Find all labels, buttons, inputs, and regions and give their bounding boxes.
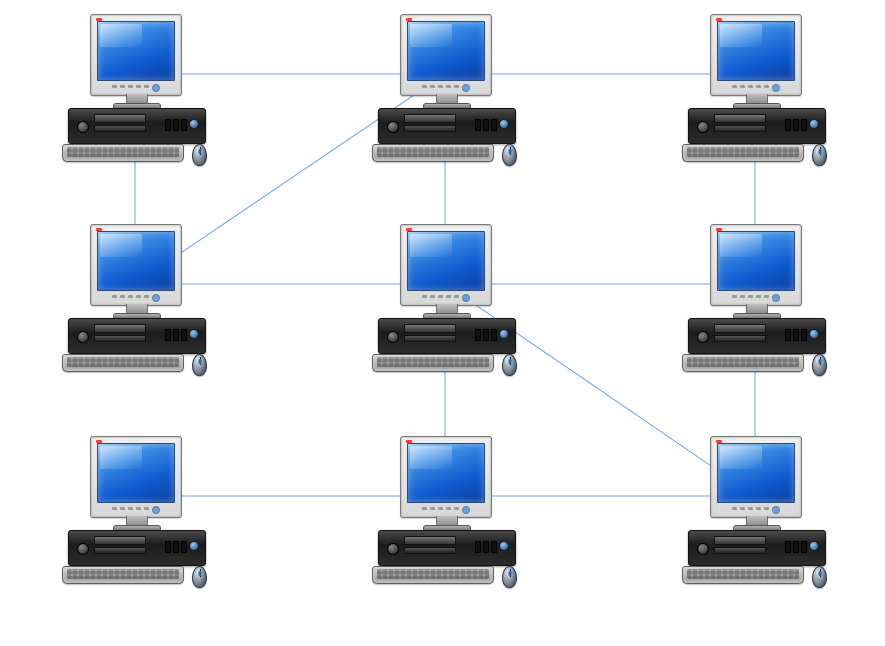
- mouse-icon: [812, 566, 827, 588]
- monitor-icon: [710, 14, 802, 96]
- screen-icon: [717, 231, 795, 291]
- monitor-icon: [90, 14, 182, 96]
- mouse-icon: [812, 144, 827, 166]
- bezel-buttons-icon: [422, 85, 470, 92]
- mouse-icon: [192, 566, 207, 588]
- cpu-icon: [688, 318, 826, 354]
- bezel-buttons-icon: [112, 85, 160, 92]
- screen-icon: [97, 21, 175, 81]
- keyboard-icon: [62, 566, 184, 584]
- monitor-icon: [400, 224, 492, 306]
- keyboard-icon: [62, 144, 184, 162]
- cpu-icon: [688, 530, 826, 566]
- monitor-icon: [90, 224, 182, 306]
- monitor-icon: [400, 436, 492, 518]
- screen-icon: [407, 443, 485, 503]
- computer-node-r2c0: [60, 436, 220, 586]
- computer-node-r0c0: [60, 14, 220, 164]
- screen-icon: [97, 231, 175, 291]
- screen-icon: [717, 21, 795, 81]
- monitor-icon: [710, 436, 802, 518]
- computer-node-r0c1: [370, 14, 530, 164]
- keyboard-icon: [62, 354, 184, 372]
- cpu-icon: [68, 318, 206, 354]
- computer-node-r0c2: [680, 14, 840, 164]
- mouse-icon: [502, 566, 517, 588]
- cpu-icon: [68, 108, 206, 144]
- computer-node-r1c0: [60, 224, 220, 374]
- keyboard-icon: [372, 144, 494, 162]
- monitor-icon: [90, 436, 182, 518]
- mouse-icon: [192, 144, 207, 166]
- bezel-buttons-icon: [112, 295, 160, 302]
- mouse-icon: [812, 354, 827, 376]
- cpu-icon: [378, 108, 516, 144]
- cpu-icon: [378, 530, 516, 566]
- mouse-icon: [502, 354, 517, 376]
- keyboard-icon: [682, 354, 804, 372]
- bezel-buttons-icon: [732, 85, 780, 92]
- keyboard-icon: [372, 566, 494, 584]
- keyboard-icon: [372, 354, 494, 372]
- monitor-icon: [400, 14, 492, 96]
- computer-node-r1c1: [370, 224, 530, 374]
- network-diagram: [0, 0, 885, 646]
- screen-icon: [407, 21, 485, 81]
- cpu-icon: [378, 318, 516, 354]
- bezel-buttons-icon: [112, 507, 160, 514]
- cpu-icon: [68, 530, 206, 566]
- cpu-icon: [688, 108, 826, 144]
- computer-node-r1c2: [680, 224, 840, 374]
- mouse-icon: [502, 144, 517, 166]
- keyboard-icon: [682, 144, 804, 162]
- bezel-buttons-icon: [422, 295, 470, 302]
- screen-icon: [97, 443, 175, 503]
- bezel-buttons-icon: [732, 507, 780, 514]
- screen-icon: [717, 443, 795, 503]
- keyboard-icon: [682, 566, 804, 584]
- monitor-icon: [710, 224, 802, 306]
- screen-icon: [407, 231, 485, 291]
- bezel-buttons-icon: [732, 295, 780, 302]
- computer-node-r2c2: [680, 436, 840, 586]
- bezel-buttons-icon: [422, 507, 470, 514]
- computer-node-r2c1: [370, 436, 530, 586]
- mouse-icon: [192, 354, 207, 376]
